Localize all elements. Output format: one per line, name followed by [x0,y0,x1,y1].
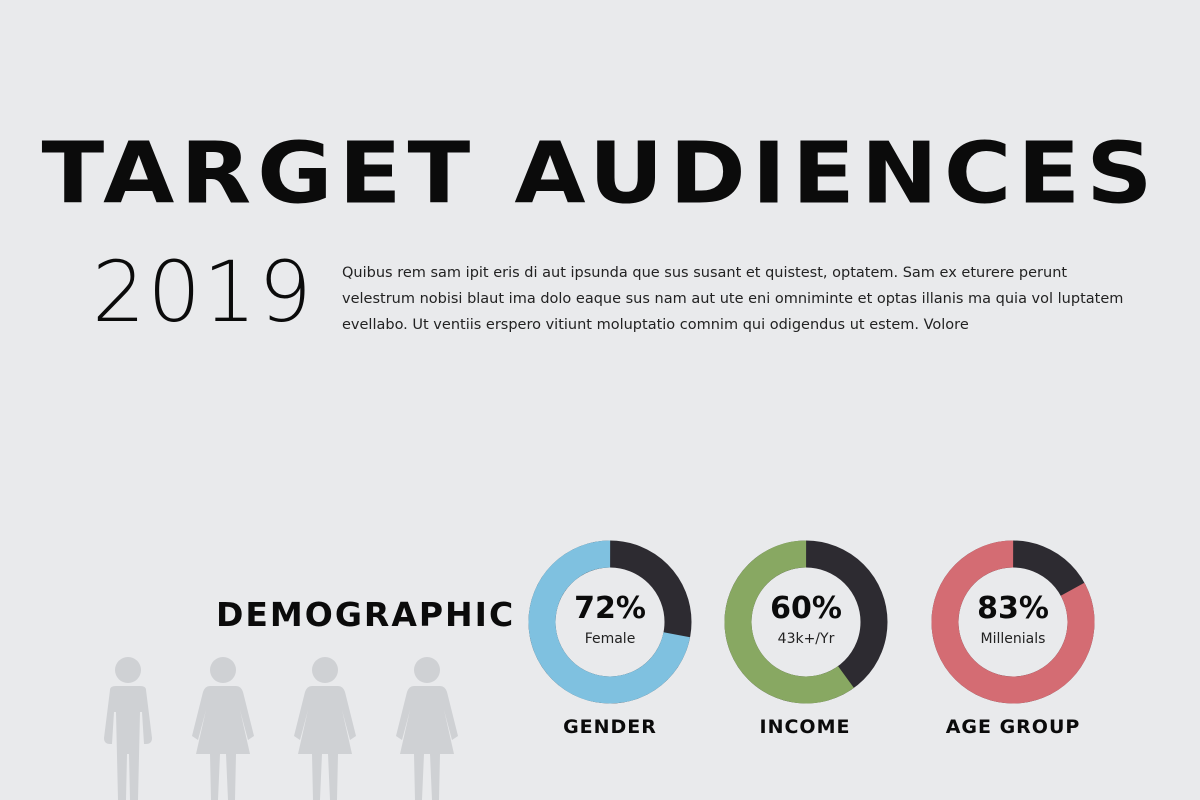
donut-sublabel: Millenials [980,631,1046,647]
donut-value-label: 60% [770,591,842,626]
donut-sublabel: Female [584,631,636,647]
intro-paragraph: Quibus rem sam ipit eris di aut ipsunda … [342,265,1124,333]
donut-chart-income: 60% 43k+/Yr [724,540,888,704]
donut-chart-gender: 72% Female [528,540,692,704]
category-label-income: INCOME [759,716,851,738]
donut-svg-income [724,540,888,704]
donut-value-arc [931,540,1095,704]
female-figure-icon [396,657,458,800]
donut-sublabel: 43k+/Yr [777,631,835,647]
year-label: 2019 [92,243,314,341]
category-label-age-group: AGE GROUP [945,716,1081,738]
demographic-heading: DEMOGRAPHIC [216,595,516,634]
donut-value-label: 72% [574,591,646,626]
donut-svg-gender [528,540,692,704]
donut-svg-age-group [931,540,1095,704]
female-figure-icon [294,657,356,800]
page-title: TARGET AUDIENCES [41,124,1159,223]
people-figures [96,650,476,800]
donut-chart-age-group: 83% Millenials [931,540,1095,704]
male-figure-icon [104,657,152,800]
donut-value-label: 83% [977,591,1049,626]
female-figure-icon [192,657,254,800]
donut-value-arc [724,540,888,704]
donut-value-arc [528,540,692,704]
category-label-gender: GENDER [563,716,657,738]
